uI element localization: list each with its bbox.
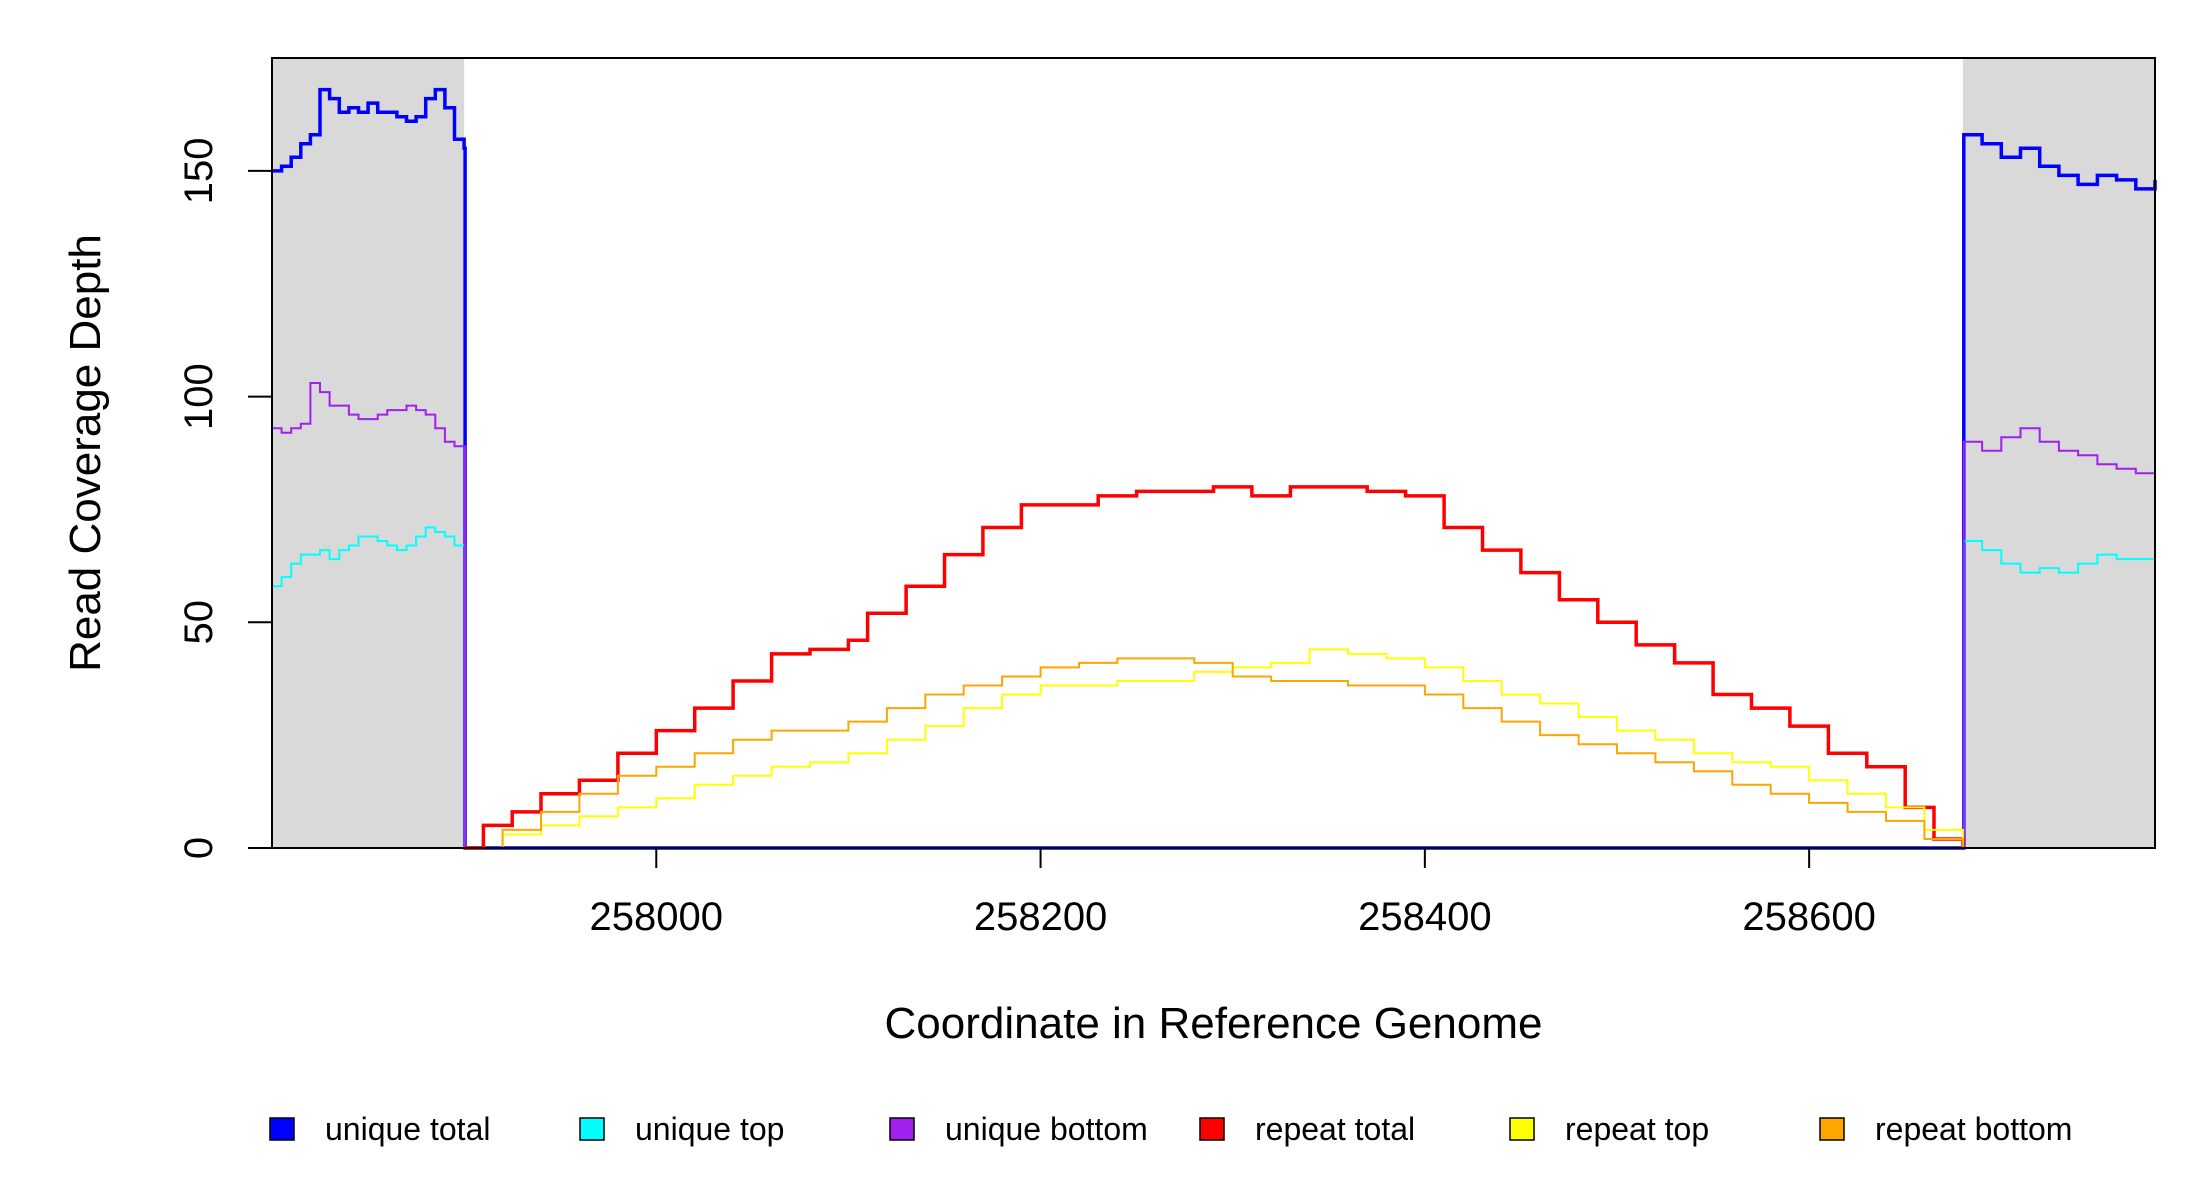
legend-label-repeat-total: repeat total [1255,1111,1415,1147]
y-axis: 0 50 100 150 [177,137,272,859]
legend-label-unique-total: unique total [325,1111,490,1147]
shaded-region-0 [272,58,465,848]
y-tick-label: 100 [177,363,221,430]
legend-swatch-unique-top [579,1117,605,1141]
legend-label-repeat-top: repeat top [1565,1111,1709,1147]
series-line-unique-bottom [272,382,2156,849]
series-line-repeat-bottom [464,657,1964,849]
x-tick-label: 258000 [590,895,723,939]
legend-swatch-unique-bottom [889,1117,915,1141]
legend: unique total unique top unique bottom repea… [269,1111,2072,1147]
legend-swatch-repeat-bottom [1819,1117,1845,1141]
y-axis-title: Read Coverage Depth [61,234,110,672]
x-tick-label: 258200 [974,895,1107,939]
shaded-region-1 [1962,58,2155,848]
x-tick-label: 258400 [1358,895,1491,939]
series-line-repeat-total [464,485,1965,850]
x-axis-title: Coordinate in Reference Genome [885,999,1543,1048]
legend-label-unique-top: unique top [635,1111,784,1147]
legend-swatch-repeat-total [1199,1117,1225,1141]
shaded-regions [272,58,2155,848]
x-tick-label: 258600 [1742,895,1875,939]
plot-frame [271,57,2156,849]
series-line-repeat-top [464,648,1964,849]
legend-swatch-unique-total [269,1117,295,1141]
y-tick-label: 50 [177,600,221,645]
legend-label-repeat-bottom: repeat bottom [1875,1111,2072,1147]
series-lines [272,87,2157,850]
x-axis: 258000 258200 258400 258600 [590,848,1876,939]
legend-swatch-repeat-top [1509,1117,1535,1141]
y-tick-label: 0 [177,837,221,859]
y-tick-label: 150 [177,137,221,204]
series-line-unique-top [272,526,2156,849]
series-line-unique-total [272,87,2157,850]
legend-label-unique-bottom: unique bottom [945,1111,1148,1147]
